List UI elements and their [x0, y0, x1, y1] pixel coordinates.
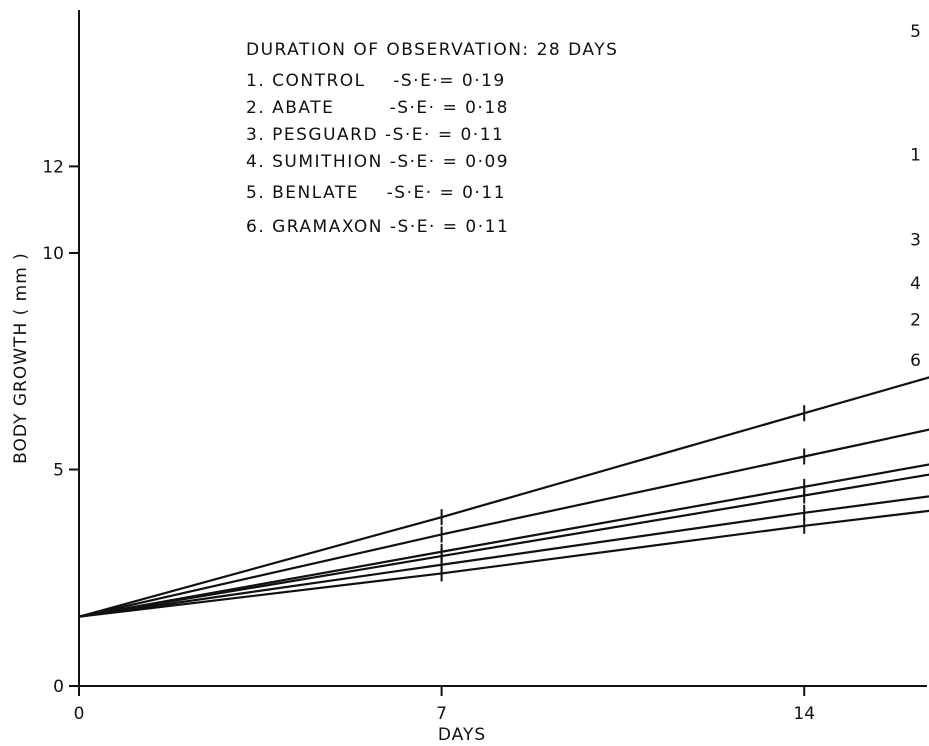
series-line-1 — [78, 428, 929, 618]
line-label-6: 6 — [910, 351, 921, 371]
legend-title: DURATION OF OBSERVATION: 28 DAYS — [246, 40, 618, 60]
y-tick-label-10: 10 — [42, 244, 64, 264]
series-line-3 — [78, 463, 929, 618]
axes — [78, 10, 927, 687]
x-ticks: 07142128 — [74, 686, 815, 724]
y-axis-title: BODY GROWTH ( mm ) — [11, 252, 31, 464]
series-line-6 — [78, 509, 929, 618]
line-label-5: 5 — [910, 22, 921, 42]
line-label-4: 4 — [910, 274, 921, 294]
legend-line-1: 1. CONTROL -S·E·= 0·19 — [246, 71, 506, 91]
x-axis-title: DAYS — [438, 725, 486, 745]
series-lines — [78, 376, 929, 618]
legend-line-2: 2. ABATE -S·E· = 0·18 — [246, 98, 509, 118]
series-line-2 — [78, 495, 929, 618]
series-line-5 — [78, 376, 929, 618]
line-labels: 1 2 3 4 5 6 — [910, 22, 921, 371]
line-label-1: 1 — [910, 146, 921, 166]
error-marks — [440, 405, 806, 582]
legend-line-5: 5. BENLATE -S·E· = 0·11 — [246, 183, 506, 203]
x-tick-label-7: 7 — [436, 704, 447, 724]
legend-line-6: 6. GRAMAXON -S·E· = 0·11 — [246, 217, 509, 237]
y-tick-label-0: 0 — [53, 677, 64, 697]
x-tick-label-0: 0 — [74, 704, 85, 724]
x-tick-label-14: 14 — [793, 704, 815, 724]
line-label-2: 2 — [910, 310, 921, 330]
legend: DURATION OF OBSERVATION: 28 DAYS 1. CONT… — [246, 40, 618, 237]
y-ticks: 0 5 10 12 — [42, 157, 79, 697]
legend-line-3: 3. PESGUARD -S·E· = 0·11 — [246, 125, 504, 145]
y-tick-label-12: 12 — [42, 157, 64, 177]
y-tick-label-5: 5 — [53, 461, 64, 481]
legend-line-4: 4. SUMITHION -S·E· = 0·09 — [246, 152, 509, 172]
line-label-3: 3 — [910, 230, 921, 250]
series-line-4 — [78, 473, 929, 618]
